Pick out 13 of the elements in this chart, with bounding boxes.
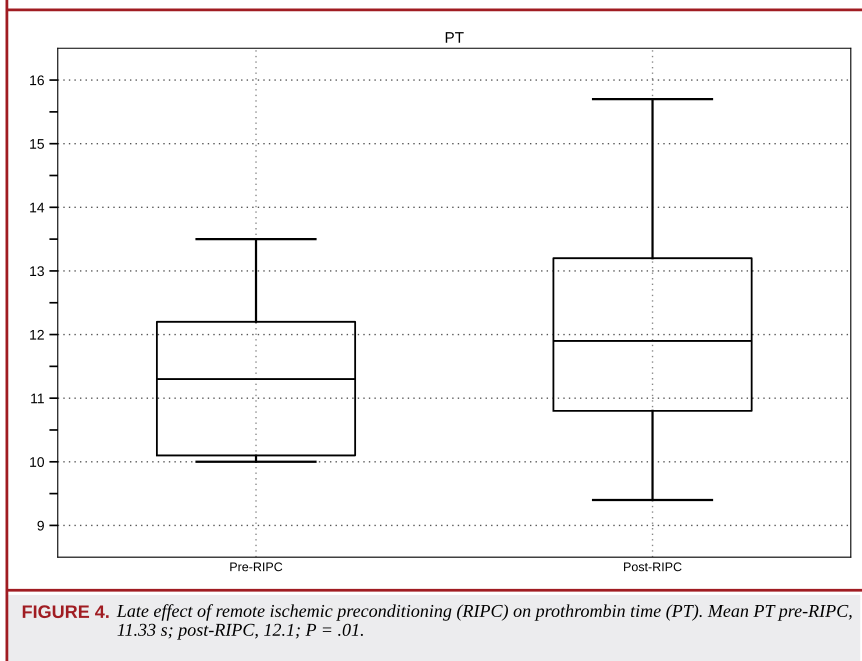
x-tick-label: Pre-RIPC [230,562,282,572]
y-tick-label: 9 [37,520,44,531]
y-tick-label: 15 [30,139,44,149]
y-tick-label: 11 [31,394,44,404]
y-tick-label: 14 [30,202,44,212]
y-tick-label: 16 [30,75,44,86]
text: Late effect of remote ischemic preconditioning (RIPC) on prothrombin time (PT). Mean PT pre-RIPC, 11.33 s; post-RIPC, 12.1; P = .01. [116,604,852,640]
caption: FIGURE 4. [22,605,109,618]
chart-title: PT [446,32,464,43]
x-tick-label: Post-RIPC [624,562,682,572]
y-tick-label: 12 [30,330,44,340]
y-tick-label: 10 [30,457,44,467]
y-tick-label: 13 [30,266,44,276]
